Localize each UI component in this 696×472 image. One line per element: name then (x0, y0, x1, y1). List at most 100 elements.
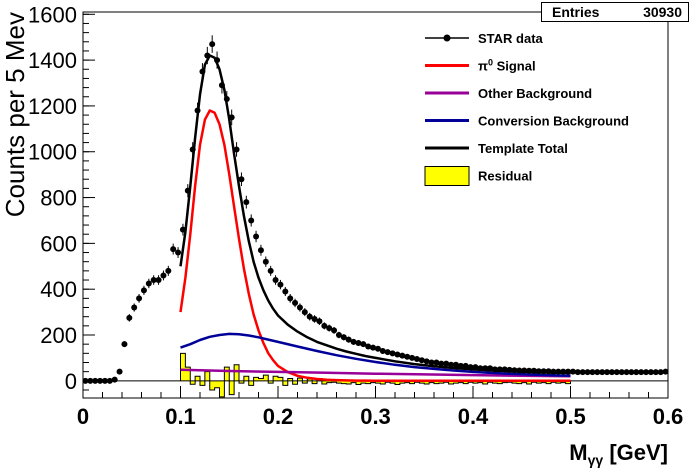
data-point (374, 345, 381, 352)
data-point (316, 318, 323, 325)
data-point (560, 368, 567, 375)
y-tick-label: 1600 (28, 2, 77, 27)
residual-bar (253, 377, 259, 381)
data-point (584, 369, 591, 376)
legend-label: Conversion Background (478, 114, 629, 129)
data-point (491, 366, 498, 373)
data-point (204, 52, 211, 59)
legend-other-background: Other Background (425, 86, 592, 101)
residual-bar (195, 376, 200, 381)
data-point (535, 368, 542, 375)
legend-label: STAR data (478, 31, 544, 46)
residual-bar (224, 367, 230, 381)
residual-bar (180, 353, 186, 381)
data-point (189, 146, 196, 153)
data-point (599, 369, 606, 376)
data-point (521, 367, 528, 374)
data-point (462, 362, 469, 369)
data-point (482, 365, 489, 372)
residual-bar (356, 380, 361, 385)
data-point (101, 377, 108, 384)
residual-bar (321, 380, 327, 385)
data-point (150, 277, 157, 284)
data-point (345, 336, 352, 343)
data-point (350, 338, 357, 345)
legend-residual: Residual (424, 166, 532, 186)
data-point (360, 341, 367, 348)
residual-bar (239, 380, 244, 384)
data-point (121, 341, 128, 348)
data-point (496, 366, 503, 373)
residual-bar (341, 380, 347, 384)
data-point (175, 249, 182, 256)
data-point (296, 304, 303, 311)
residual-outline (180, 352, 571, 398)
data-point (243, 199, 250, 206)
residual-bar (248, 380, 254, 386)
residual-bar (360, 380, 366, 384)
data-point (540, 368, 547, 375)
data-point (218, 82, 225, 89)
residual-bar (234, 364, 239, 381)
data-point (443, 360, 450, 367)
residual-bar (526, 380, 532, 385)
data-point (647, 369, 654, 376)
legend-conversion-background: Conversion Background (425, 114, 629, 129)
data-point (140, 287, 147, 294)
legend-label: π0 Signal (478, 58, 536, 74)
residual-bar (346, 380, 352, 385)
data-point (92, 377, 99, 384)
y-tick-label: 600 (40, 231, 77, 256)
data-point (209, 41, 216, 48)
data-point (589, 369, 596, 376)
data-point (413, 356, 420, 363)
data-point (516, 367, 523, 374)
data-point (530, 367, 537, 374)
residual-bar (326, 380, 332, 383)
y-tick-label: 1400 (28, 48, 77, 73)
data-point (594, 369, 601, 376)
data-point (106, 377, 113, 384)
legend-label: Other Background (478, 86, 592, 101)
data-point (379, 348, 386, 355)
data-point (272, 277, 279, 284)
data-point (238, 176, 245, 183)
template-total-curve (179, 54, 571, 375)
data-point (550, 368, 557, 375)
data-point (321, 322, 328, 329)
data-point (526, 367, 533, 374)
data-point (638, 369, 645, 376)
y-tick-label: 200 (40, 323, 77, 348)
x-axis-title: Mγγ [GeV] (569, 440, 668, 468)
legend-star-data: STAR data (425, 31, 544, 46)
data-point (506, 366, 513, 373)
data-point (545, 368, 552, 375)
data-point (569, 368, 576, 375)
data-point (604, 369, 611, 376)
data-point (423, 358, 430, 365)
residual-bar (434, 380, 439, 384)
data-point (389, 350, 396, 357)
data-point (311, 315, 318, 322)
data-point (613, 369, 620, 376)
residual-bar (307, 378, 313, 381)
residual-bar (258, 378, 264, 381)
x-tick-label: 0 (77, 404, 89, 429)
entries-value: 30930 (643, 4, 682, 20)
data-point (433, 359, 440, 366)
residual-bar (219, 380, 225, 397)
data-point (662, 368, 669, 375)
residual-bar (336, 380, 342, 384)
residual-bar (200, 380, 205, 386)
data-point (136, 295, 143, 302)
residual-bar (312, 380, 317, 384)
y-tick-label: 1200 (28, 94, 77, 119)
data-point (126, 314, 133, 321)
x-tick-label: 0.6 (653, 404, 684, 429)
residual-bar (302, 380, 308, 384)
y-tick-label: 800 (40, 186, 77, 211)
data-point (170, 246, 177, 253)
data-point (111, 376, 118, 383)
data-point (301, 309, 308, 316)
